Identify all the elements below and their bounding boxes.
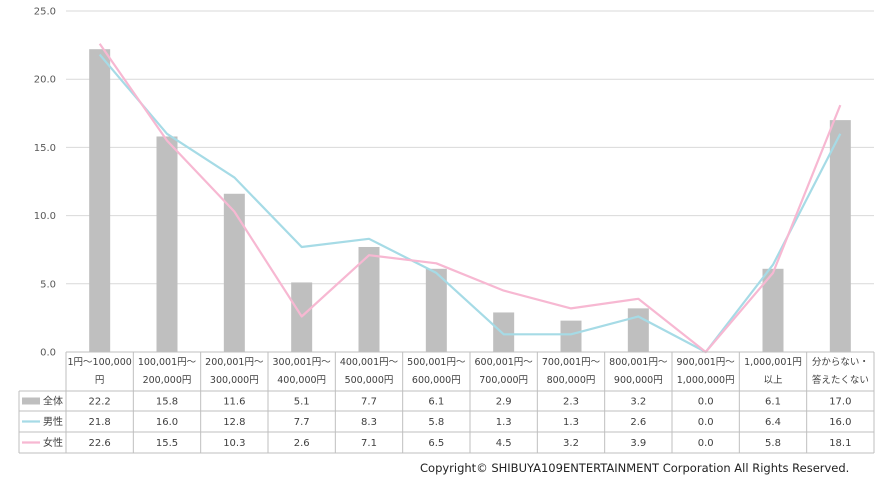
y-tick-label: 5.0	[40, 279, 56, 290]
bar	[89, 49, 111, 352]
bar	[560, 320, 582, 352]
data-label: 3.9	[630, 438, 646, 449]
data-label: 5.8	[765, 438, 781, 449]
category-label: 円	[95, 375, 105, 386]
category-label: 700,001円～	[542, 357, 601, 368]
bar	[358, 246, 380, 352]
data-label: 5.1	[294, 397, 310, 408]
data-label: 1.3	[496, 417, 512, 428]
category-label: 500,000円	[345, 375, 394, 386]
y-tick-label: 25.0	[34, 7, 56, 18]
series-line	[98, 43, 842, 354]
data-label: 6.1	[765, 397, 781, 408]
legend-label: 男性	[43, 415, 63, 428]
category-label: 1,000,001円	[744, 357, 802, 368]
bar	[627, 308, 649, 352]
legend-label: 女性	[43, 436, 63, 449]
data-label: 17.0	[829, 397, 851, 408]
category-label: 800,000円	[547, 375, 596, 386]
data-label: 7.7	[294, 417, 310, 428]
data-label: 22.2	[89, 397, 111, 408]
legend-label: 全体	[43, 395, 63, 408]
data-label: 0.0	[698, 438, 714, 449]
category-label: 600,000円	[412, 375, 461, 386]
category-label: 700,000円	[479, 375, 528, 386]
bar	[156, 136, 178, 352]
data-label: 3.2	[563, 438, 579, 449]
data-label: 2.9	[496, 397, 512, 408]
y-tick-label: 0.0	[40, 348, 56, 359]
category-label: 200,000円	[143, 375, 192, 386]
category-label: 1円～100,000	[67, 357, 131, 368]
copyright-text: Copyright© SHIBUYA109ENTERTAINMENT Corpo…	[420, 461, 850, 475]
data-label: 0.0	[698, 417, 714, 428]
bar	[762, 268, 784, 352]
data-label: 22.6	[89, 438, 111, 449]
y-tick-label: 10.0	[34, 211, 56, 222]
category-label: 900,001円～	[677, 357, 736, 368]
legend-swatch	[22, 397, 40, 405]
bar	[829, 120, 851, 353]
bar	[425, 268, 447, 352]
data-label: 18.1	[829, 438, 851, 449]
category-label: 分からない・	[812, 357, 869, 368]
category-label: 1,000,000円	[677, 375, 735, 386]
data-label: 12.8	[223, 417, 245, 428]
category-label: 300,001円～	[273, 357, 332, 368]
data-label: 4.5	[496, 438, 512, 449]
data-label: 16.0	[829, 417, 851, 428]
series-line	[98, 53, 842, 354]
data-label: 1.3	[563, 417, 579, 428]
data-label: 15.8	[156, 397, 178, 408]
category-label: 100,001円～	[138, 357, 197, 368]
category-label: 以上	[763, 375, 783, 386]
y-tick-label: 20.0	[34, 75, 56, 86]
category-label: 300,000円	[210, 375, 259, 386]
bar	[223, 193, 245, 352]
data-label: 8.3	[361, 417, 377, 428]
category-label: 500,001円～	[407, 357, 466, 368]
category-label: 900,000円	[614, 375, 663, 386]
data-label: 2.6	[630, 417, 646, 428]
category-label: 600,001円～	[475, 357, 534, 368]
data-label: 6.5	[428, 438, 444, 449]
data-label: 6.1	[428, 397, 444, 408]
category-label: 400,000円	[277, 375, 326, 386]
category-label: 400,001円～	[340, 357, 399, 368]
data-label: 21.8	[89, 417, 111, 428]
data-label: 7.1	[361, 438, 377, 449]
data-label: 7.7	[361, 397, 377, 408]
data-label: 2.6	[294, 438, 310, 449]
data-label: 10.3	[223, 438, 245, 449]
data-label: 2.3	[563, 397, 579, 408]
data-label: 11.6	[223, 397, 245, 408]
bar	[493, 312, 515, 352]
category-label: 800,001円～	[609, 357, 668, 368]
category-label: 200,001円～	[205, 357, 264, 368]
category-label: 答えたくない	[812, 374, 869, 386]
data-label: 3.2	[630, 397, 646, 408]
data-label: 15.5	[156, 438, 178, 449]
data-label: 16.0	[156, 417, 178, 428]
data-label: 6.4	[765, 417, 781, 428]
data-label: 0.0	[698, 397, 714, 408]
y-tick-label: 15.0	[34, 143, 56, 154]
data-label: 5.8	[428, 417, 444, 428]
